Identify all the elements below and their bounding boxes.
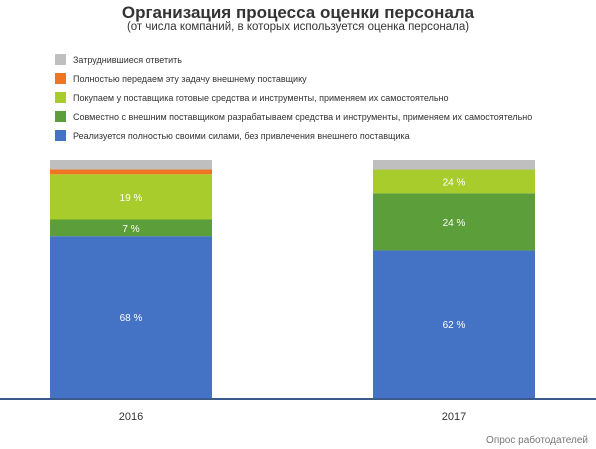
legend-swatch <box>55 111 66 122</box>
data-label-2016-series-2: 19 % <box>120 193 143 204</box>
legend-item-outsourced: Полностью передаем эту задачу внешнему п… <box>55 69 532 88</box>
x-tick-label-2016: 2016 <box>119 411 143 423</box>
bar-segment-2017-series-2 <box>373 169 535 194</box>
x-tick-label-2017: 2017 <box>442 411 466 423</box>
legend-item-in-house: Реализуется полностью своими силами, без… <box>55 126 532 145</box>
legend-label: Реализуется полностью своими силами, без… <box>73 130 410 141</box>
legend-swatch <box>55 73 66 84</box>
legend-item-undecided: Затруднившиеся ответить <box>55 50 532 69</box>
legend-swatch <box>55 130 66 141</box>
legend: Затруднившиеся ответить Полностью переда… <box>55 50 532 145</box>
source-note: Опрос работодателей <box>486 435 588 446</box>
data-label-2017-series-1: 24 % <box>443 218 466 229</box>
data-label-2016-series-1: 7 % <box>122 224 139 235</box>
chart-subtitle: (от числа компаний, в которых использует… <box>126 21 470 33</box>
legend-label: Полностью передаем эту задачу внешнему п… <box>73 73 307 84</box>
legend-swatch <box>55 54 66 65</box>
bar-segment-2017-series-4 <box>373 160 535 170</box>
bar-segment-2016-series-1 <box>50 219 212 237</box>
legend-swatch <box>55 92 66 103</box>
data-label-2016-series-0: 68 % <box>120 313 143 324</box>
bar-segment-2017-series-0 <box>373 250 535 398</box>
bar-segment-2016-series-2 <box>50 174 212 220</box>
legend-item-bought-tools: Покупаем у поставщика готовые средства и… <box>55 88 532 107</box>
legend-label: Покупаем у поставщика готовые средства и… <box>73 92 449 103</box>
legend-label: Затруднившиеся ответить <box>73 54 182 65</box>
bar-segment-2016-series-3 <box>50 169 212 175</box>
bar-segment-2016-series-0 <box>50 236 212 398</box>
data-label-2017-series-2: 24 % <box>443 177 466 188</box>
legend-item-joint-development: Совместно с внешним поставщиком разрабат… <box>55 107 532 126</box>
bar-segment-2017-series-1 <box>373 193 535 251</box>
chart-title: Организация процесса оценки персонала <box>121 3 475 22</box>
legend-label: Совместно с внешним поставщиком разрабат… <box>73 111 533 122</box>
data-label-2017-series-0: 62 % <box>443 320 466 331</box>
bar-segment-2016-series-4 <box>50 160 212 170</box>
